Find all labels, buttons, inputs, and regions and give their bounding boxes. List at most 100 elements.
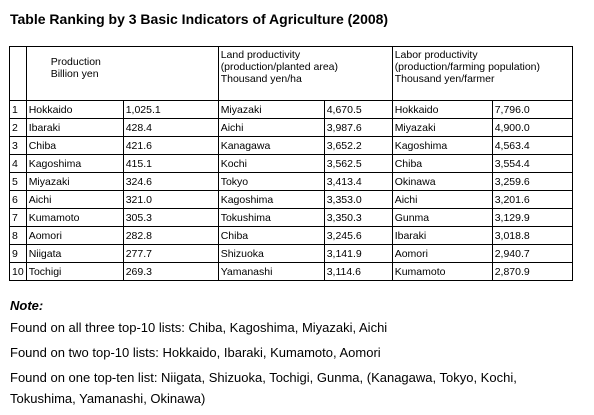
production-value-cell: 305.3 xyxy=(122,208,219,227)
labor-value-cell: 3,018.8 xyxy=(491,226,573,245)
rank-cell: 9 xyxy=(9,244,27,263)
table-row: 6 Aichi 321.0 Kagoshima 3,353.0 Aichi 3,201.6 xyxy=(9,190,573,209)
note-line-one: Found on one top-ten list: Niigata, Shiz… xyxy=(10,370,517,385)
land-value-cell: 3,652.2 xyxy=(323,136,393,155)
rank-cell: 5 xyxy=(9,172,27,191)
table-row: 3 Chiba 421.6 Kanagawa 3,652.2 Kagoshima 4,563… xyxy=(9,136,573,155)
table-row: 4 Kagoshima 415.1 Kochi 3,562.5 Chiba 3,554.4 xyxy=(9,154,573,173)
labor-prefecture-cell: Ibaraki xyxy=(391,226,493,245)
labor-value-cell: 3,554.4 xyxy=(491,154,573,173)
labor-prefecture-cell: Kagoshima xyxy=(391,136,493,155)
header-labor-productivity: Labor productivity (production/farming p… xyxy=(391,46,573,101)
production-value-cell: 428.4 xyxy=(122,118,219,137)
table-row: 2 Ibaraki 428.4 Aichi 3,987.6 Miyazaki 4,900.0 xyxy=(9,118,573,137)
production-value-cell: 269.3 xyxy=(122,262,219,281)
labor-value-cell: 3,259.6 xyxy=(491,172,573,191)
production-prefecture-cell: Miyazaki xyxy=(25,172,124,191)
labor-value-cell: 3,201.6 xyxy=(491,190,573,209)
production-prefecture-cell: Ibaraki xyxy=(25,118,124,137)
header-labor-line: Thousand yen/farmer xyxy=(394,73,495,85)
labor-value-cell: 2,870.9 xyxy=(491,262,573,281)
header-production: Production Billion yen xyxy=(25,46,219,101)
land-prefecture-cell: Shizuoka xyxy=(217,244,325,263)
production-prefecture-cell: Niigata xyxy=(25,244,124,263)
production-value-cell: 415.1 xyxy=(122,154,219,173)
production-prefecture-cell: Chiba xyxy=(25,136,124,155)
labor-prefecture-cell: Aichi xyxy=(391,190,493,209)
rank-cell: 3 xyxy=(9,136,27,155)
header-production-line: Billion yen xyxy=(50,68,99,80)
production-value-cell: 282.8 xyxy=(122,226,219,245)
labor-prefecture-cell: Gunma xyxy=(391,208,493,227)
labor-value-cell: 3,129.9 xyxy=(491,208,573,227)
page-title: Table Ranking by 3 Basic Indicators of A… xyxy=(10,11,389,27)
land-prefecture-cell: Kochi xyxy=(217,154,325,173)
land-prefecture-cell: Kagoshima xyxy=(217,190,325,209)
rank-cell: 8 xyxy=(9,226,27,245)
production-prefecture-cell: Aichi xyxy=(25,190,124,209)
land-value-cell: 4,670.5 xyxy=(323,100,393,119)
production-value-cell: 321.0 xyxy=(122,190,219,209)
production-value-cell: 1,025.1 xyxy=(122,100,219,119)
land-prefecture-cell: Tokyo xyxy=(217,172,325,191)
table-row: 5 Miyazaki 324.6 Tokyo 3,413.4 Okinawa 3,259.6 xyxy=(9,172,573,191)
rank-cell: 10 xyxy=(9,262,27,281)
land-value-cell: 3,114.6 xyxy=(323,262,393,281)
labor-prefecture-cell: Okinawa xyxy=(391,172,493,191)
land-value-cell: 3,350.3 xyxy=(323,208,393,227)
header-land-line: Thousand yen/ha xyxy=(220,73,302,85)
header-labor-line: (production/farming population) xyxy=(394,61,541,73)
land-value-cell: 3,141.9 xyxy=(323,244,393,263)
table-row: 9 Niigata 277.7 Shizuoka 3,141.9 Aomori 2,940.… xyxy=(9,244,573,263)
header-land-productivity: Land productivity (production/planted ar… xyxy=(217,46,393,101)
production-prefecture-cell: Kumamoto xyxy=(25,208,124,227)
table-row: 10 Tochigi 269.3 Yamanashi 3,114.6 Kumamoto 2,… xyxy=(9,262,573,281)
note-title: Note: xyxy=(10,298,44,313)
rank-cell: 1 xyxy=(9,100,27,119)
labor-value-cell: 7,796.0 xyxy=(491,100,573,119)
labor-value-cell: 2,940.7 xyxy=(491,244,573,263)
header-production-line: Production xyxy=(50,56,101,68)
labor-prefecture-cell: Kumamoto xyxy=(391,262,493,281)
table-row: 7 Kumamoto 305.3 Tokushima 3,350.3 Gunma 3,129… xyxy=(9,208,573,227)
labor-prefecture-cell: Miyazaki xyxy=(391,118,493,137)
rank-cell: 2 xyxy=(9,118,27,137)
labor-prefecture-cell: Chiba xyxy=(391,154,493,173)
land-prefecture-cell: Tokushima xyxy=(217,208,325,227)
production-prefecture-cell: Kagoshima xyxy=(25,154,124,173)
production-value-cell: 421.6 xyxy=(122,136,219,155)
table-header-row: Production Billion yen Land productivity… xyxy=(9,46,573,101)
header-labor-line: Labor productivity xyxy=(394,49,478,61)
land-prefecture-cell: Kanagawa xyxy=(217,136,325,155)
note-line-one-cont: Tokushima, Yamanashi, Okinawa) xyxy=(10,391,206,406)
labor-value-cell: 4,563.4 xyxy=(491,136,573,155)
header-land-line: (production/planted area) xyxy=(220,61,339,73)
land-prefecture-cell: Chiba xyxy=(217,226,325,245)
rank-cell: 4 xyxy=(9,154,27,173)
land-value-cell: 3,245.6 xyxy=(323,226,393,245)
land-prefecture-cell: Aichi xyxy=(217,118,325,137)
labor-prefecture-cell: Hokkaido xyxy=(391,100,493,119)
table-row: 8 Aomori 282.8 Chiba 3,245.6 Ibaraki 3,018.8 xyxy=(9,226,573,245)
land-value-cell: 3,353.0 xyxy=(323,190,393,209)
land-prefecture-cell: Yamanashi xyxy=(217,262,325,281)
header-land-line: Land productivity xyxy=(220,49,301,61)
production-prefecture-cell: Tochigi xyxy=(25,262,124,281)
land-prefecture-cell: Miyazaki xyxy=(217,100,325,119)
land-value-cell: 3,987.6 xyxy=(323,118,393,137)
land-value-cell: 3,413.4 xyxy=(323,172,393,191)
note-line-all-three: Found on all three top-10 lists: Chiba, … xyxy=(10,320,388,335)
ranking-table: Production Billion yen Land productivity… xyxy=(9,46,573,281)
land-value-cell: 3,562.5 xyxy=(323,154,393,173)
rank-cell: 7 xyxy=(9,208,27,227)
production-prefecture-cell: Aomori xyxy=(25,226,124,245)
production-value-cell: 277.7 xyxy=(122,244,219,263)
rank-cell: 6 xyxy=(9,190,27,209)
production-value-cell: 324.6 xyxy=(122,172,219,191)
note-line-two: Found on two top-10 lists: Hokkaido, Iba… xyxy=(10,345,381,360)
table-row: 1 Hokkaido 1,025.1 Miyazaki 4,670.5 Hokkaido 7… xyxy=(9,100,573,119)
labor-prefecture-cell: Aomori xyxy=(391,244,493,263)
labor-value-cell: 4,900.0 xyxy=(491,118,573,137)
header-rank-cell xyxy=(9,46,27,101)
production-prefecture-cell: Hokkaido xyxy=(25,100,124,119)
